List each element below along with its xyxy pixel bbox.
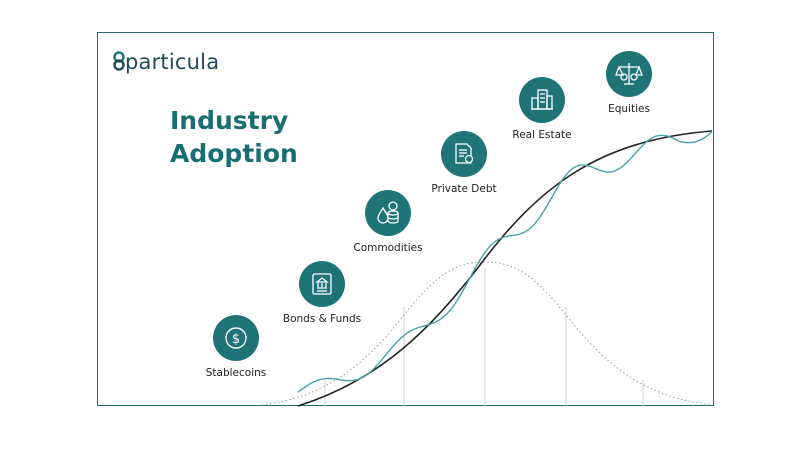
stage-bonds-funds: Bonds & Funds <box>262 261 382 325</box>
bank-certificate-icon <box>299 261 345 307</box>
stage-label: Commodities <box>353 242 423 254</box>
stage-label: Real Estate <box>512 129 572 141</box>
buildings-icon <box>519 77 565 123</box>
contract-document-icon <box>441 131 487 177</box>
brand-name: particula <box>125 50 220 74</box>
oil-drop-coins-icon <box>365 190 411 236</box>
page-title: Industry Adoption <box>170 104 298 170</box>
stage-equities: Equities <box>569 51 689 115</box>
logo-mark-icon <box>113 51 125 71</box>
dollar-coin-icon: $ <box>213 315 259 361</box>
wave-curve <box>297 131 713 393</box>
stage-label: Private Debt <box>431 183 497 195</box>
stage-private-debt: Private Debt <box>404 131 524 195</box>
stage-label: Stablecoins <box>205 367 267 379</box>
stage-stablecoins: $ Stablecoins <box>176 315 296 379</box>
balance-scale-icon <box>606 51 652 97</box>
stage-commodities: Commodities <box>328 190 448 254</box>
stage-real-estate: Real Estate <box>482 77 602 141</box>
segment-dividers <box>324 268 644 406</box>
stage-label: Equities <box>608 103 650 115</box>
title-line-2: Adoption <box>170 139 298 168</box>
svg-text:$: $ <box>232 332 240 347</box>
stage-label: Bonds & Funds <box>282 313 362 325</box>
brand-logo: particula <box>125 50 219 74</box>
title-line-1: Industry <box>170 106 289 135</box>
